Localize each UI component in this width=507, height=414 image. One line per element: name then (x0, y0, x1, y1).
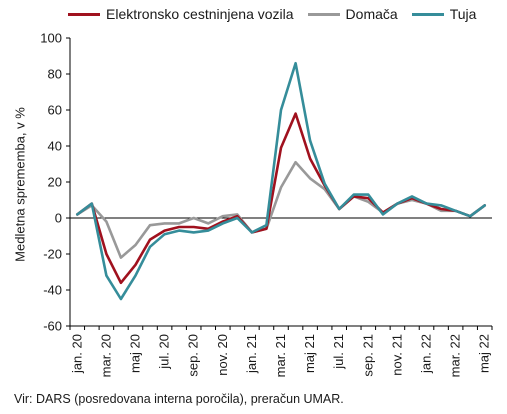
y-tick-label: -60 (43, 319, 62, 334)
x-tick-label: mar. 20 (98, 334, 113, 377)
y-tick-label: 60 (48, 103, 62, 118)
legend-swatch-elektronsko (68, 12, 100, 16)
y-tick-label: -20 (43, 247, 62, 262)
x-tick-label: sep. 20 (186, 334, 201, 377)
legend-swatch-tuja (411, 12, 444, 16)
x-tick-label: mar. 22 (448, 334, 463, 377)
y-tick-label: 40 (48, 139, 62, 154)
legend-item-elektronsko: Elektronsko cestninjena vozila (68, 6, 294, 22)
source-note: Vir: DARS (posredovana interna poročila)… (14, 392, 344, 406)
y-tick-label: 80 (48, 67, 62, 82)
x-tick-label: sep. 21 (360, 334, 375, 377)
x-tick-label: jul. 20 (157, 334, 172, 370)
legend-item-domaca: Domača (307, 6, 398, 22)
series-line-elektronsko (76, 112, 487, 285)
legend-label-tuja: Tuja (449, 6, 477, 22)
x-tick-label: maj 22 (477, 334, 492, 373)
legend: Elektronsko cestninjena vozila Domača Tu… (68, 6, 476, 22)
x-tick-label: mar. 21 (273, 334, 288, 377)
series-line-domaca (76, 160, 487, 259)
legend-item-tuja: Tuja (411, 6, 477, 22)
x-tick-label: maj 21 (302, 334, 317, 373)
legend-label-elektronsko: Elektronsko cestninjena vozila (106, 6, 294, 22)
x-tick-label: jan. 20 (69, 334, 84, 374)
x-tick-label: jan. 22 (419, 334, 434, 374)
y-axis-label: Medletna sprememba, v % (12, 107, 28, 262)
x-tick-label: nov. 20 (215, 334, 230, 376)
x-tick-label: jan. 21 (244, 334, 259, 374)
x-tick-label: nov. 21 (389, 334, 404, 376)
x-tick-label: maj 20 (127, 334, 142, 373)
legend-label-domaca: Domača (345, 6, 398, 22)
legend-swatch-domaca (307, 12, 340, 16)
y-tick-label: 100 (40, 31, 62, 46)
series-line-tuja (76, 61, 487, 301)
y-tick-label: 20 (48, 175, 62, 190)
x-tick-label: jul. 21 (331, 334, 346, 370)
y-tick-label: 0 (55, 211, 62, 226)
y-tick-label: -40 (43, 283, 62, 298)
